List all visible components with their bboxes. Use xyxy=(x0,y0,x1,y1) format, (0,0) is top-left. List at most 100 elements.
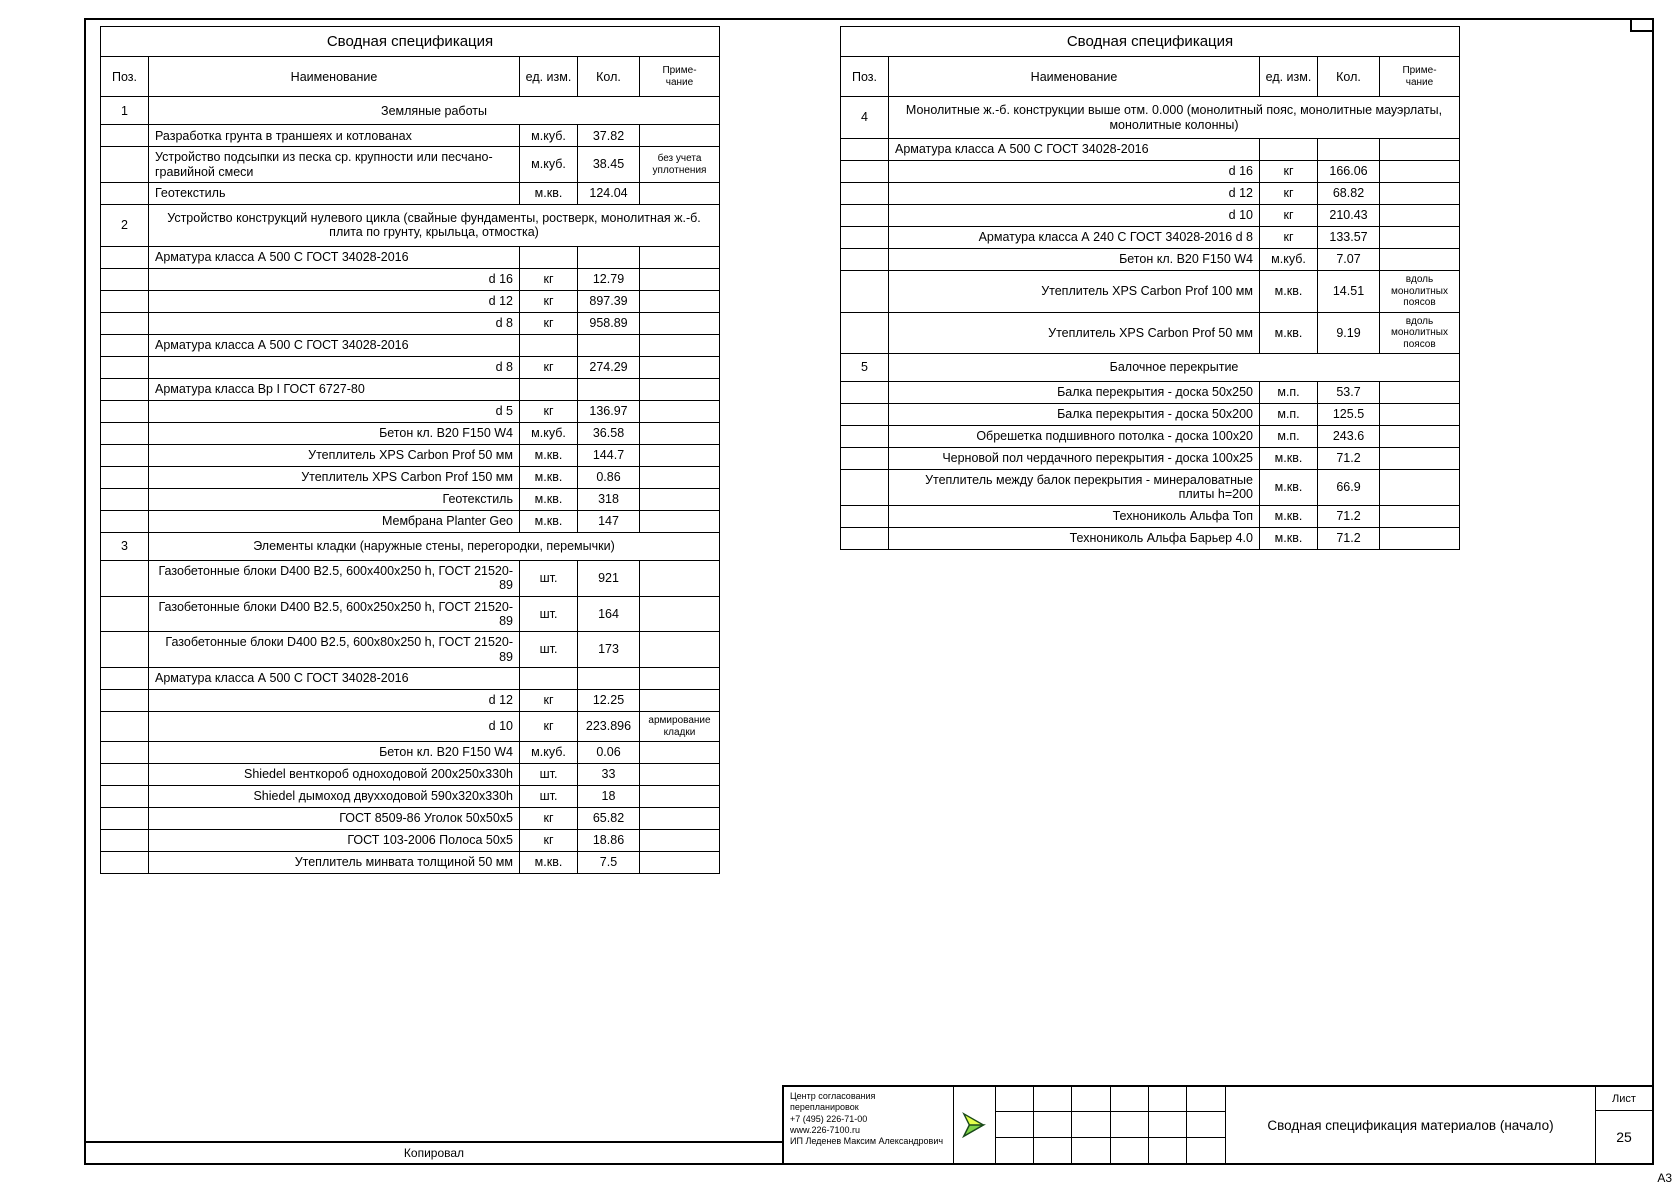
org-line: перепланировок xyxy=(790,1102,947,1113)
table-row: Бетон кл. В20 F150 W4м.куб.0.06 xyxy=(101,742,720,764)
cell-note xyxy=(640,830,720,852)
table-row: Shiedel венткороб одноходовой 200х250х33… xyxy=(101,764,720,786)
cell-name: Утеплитель XPS Carbon Prof 50 мм xyxy=(889,312,1260,354)
org-line: www.226-7100.ru xyxy=(790,1125,947,1136)
section-pos: 2 xyxy=(101,205,149,247)
cell-note xyxy=(640,444,720,466)
cell-note xyxy=(1380,505,1460,527)
table-row: d 16кг166.06 xyxy=(841,161,1460,183)
cell-qty: 36.58 xyxy=(578,422,640,444)
table-row: d 5кг136.97 xyxy=(101,400,720,422)
table-row: Газобетонные блоки D400 B2.5, 600х80х250… xyxy=(101,632,720,668)
cell-qty: 147 xyxy=(578,510,640,532)
cell-name: Бетон кл. В20 F150 W4 xyxy=(889,249,1260,271)
doc-title: Сводная спецификация материалов (начало) xyxy=(1226,1087,1596,1163)
cell-qty: 166.06 xyxy=(1318,161,1380,183)
cell-note xyxy=(640,764,720,786)
cell-unit: м.куб. xyxy=(520,147,578,183)
cell-note xyxy=(640,400,720,422)
cell-name: ГОСТ 103-2006 Полоса 50х5 xyxy=(149,830,520,852)
cell-unit: кг xyxy=(520,830,578,852)
cell-qty: 0.06 xyxy=(578,742,640,764)
revision-grid xyxy=(996,1087,1226,1163)
col-header-name: Наименование xyxy=(889,57,1260,97)
cell-name: d 16 xyxy=(149,268,520,290)
cell-pos xyxy=(841,139,889,161)
cell-qty xyxy=(578,378,640,400)
cell-qty: 223.896 xyxy=(578,712,640,742)
cell-unit: кг xyxy=(520,400,578,422)
cell-pos xyxy=(841,426,889,448)
cell-qty: 33 xyxy=(578,764,640,786)
cell-name: Арматура класса А 500 С ГОСТ 34028-2016 xyxy=(149,334,520,356)
table-row: Технониколь Альфа Топм.кв.71.2 xyxy=(841,505,1460,527)
table-row: Утеплитель минвата толщиной 50 ммм.кв.7.… xyxy=(101,852,720,874)
cell-name: d 5 xyxy=(149,400,520,422)
cell-unit: шт. xyxy=(520,560,578,596)
cell-note xyxy=(640,356,720,378)
cell-name: Арматура класса Вр I ГОСТ 6727-80 xyxy=(149,378,520,400)
cell-qty xyxy=(578,246,640,268)
cell-note xyxy=(640,422,720,444)
cell-unit: кг xyxy=(1260,161,1318,183)
cell-qty: 274.29 xyxy=(578,356,640,378)
table-row: d 10кг210.43 xyxy=(841,205,1460,227)
cell-note xyxy=(640,510,720,532)
table-row: Балка перекрытия - доска 50х200м.п.125.5 xyxy=(841,404,1460,426)
cell-pos xyxy=(101,712,149,742)
table-row: Shiedel дымоход двухходовой 590х320х330h… xyxy=(101,786,720,808)
cell-note xyxy=(1380,426,1460,448)
cell-name: Геотекстиль xyxy=(149,183,520,205)
cell-qty xyxy=(578,668,640,690)
table-title: Сводная спецификация xyxy=(841,27,1460,57)
cell-name: d 8 xyxy=(149,312,520,334)
cell-pos xyxy=(841,382,889,404)
cell-qty: 14.51 xyxy=(1318,271,1380,313)
cell-unit: м.кв. xyxy=(520,444,578,466)
cell-qty: 37.82 xyxy=(578,125,640,147)
table-row: Газобетонные блоки D400 B2.5, 600х400х25… xyxy=(101,560,720,596)
cell-note xyxy=(1380,139,1460,161)
cell-pos xyxy=(101,808,149,830)
table-row: Арматура класса А 500 С ГОСТ 34028-2016 xyxy=(101,246,720,268)
cell-unit: м.кв. xyxy=(520,183,578,205)
cell-unit: м.кв. xyxy=(520,510,578,532)
cell-name: Обрешетка подшивного потолка - доска 100… xyxy=(889,426,1260,448)
cell-note xyxy=(640,378,720,400)
cell-unit: м.кв. xyxy=(1260,312,1318,354)
cell-pos xyxy=(841,249,889,271)
cell-note: без учета уплотнения xyxy=(640,147,720,183)
table-row: Обрешетка подшивного потолка - доска 100… xyxy=(841,426,1460,448)
cell-qty: 958.89 xyxy=(578,312,640,334)
cell-pos xyxy=(841,161,889,183)
cell-note xyxy=(640,246,720,268)
cell-pos xyxy=(101,378,149,400)
cell-qty: 0.86 xyxy=(578,466,640,488)
table-row: Газобетонные блоки D400 B2.5, 600х250х25… xyxy=(101,596,720,632)
table-row: 3Элементы кладки (наружные стены, перего… xyxy=(101,532,720,560)
cell-qty: 9.19 xyxy=(1318,312,1380,354)
cell-qty: 7.5 xyxy=(578,852,640,874)
cell-pos xyxy=(101,444,149,466)
table-row: Черновой пол чердачного перекрытия - дос… xyxy=(841,448,1460,470)
cell-pos xyxy=(101,312,149,334)
logo-arrow-icon xyxy=(954,1087,996,1163)
cell-qty: 12.79 xyxy=(578,268,640,290)
table-row: Устройство подсыпки из песка ср. крупнос… xyxy=(101,147,720,183)
cell-unit xyxy=(520,378,578,400)
cell-unit: шт. xyxy=(520,764,578,786)
cell-pos xyxy=(101,560,149,596)
table-row: Мембрана Planter Geoм.кв.147 xyxy=(101,510,720,532)
cell-note xyxy=(1380,227,1460,249)
cell-pos xyxy=(101,400,149,422)
cell-pos xyxy=(101,290,149,312)
cell-pos xyxy=(101,632,149,668)
cell-unit: кг xyxy=(520,268,578,290)
cell-name: Арматура класса А 500 С ГОСТ 34028-2016 xyxy=(889,139,1260,161)
cell-unit: м.п. xyxy=(1260,426,1318,448)
table-row: d 12кг12.25 xyxy=(101,690,720,712)
cell-unit: кг xyxy=(1260,183,1318,205)
cell-note xyxy=(640,312,720,334)
cell-pos xyxy=(101,268,149,290)
title-block: Центр согласования перепланировок +7 (49… xyxy=(782,1085,1652,1163)
